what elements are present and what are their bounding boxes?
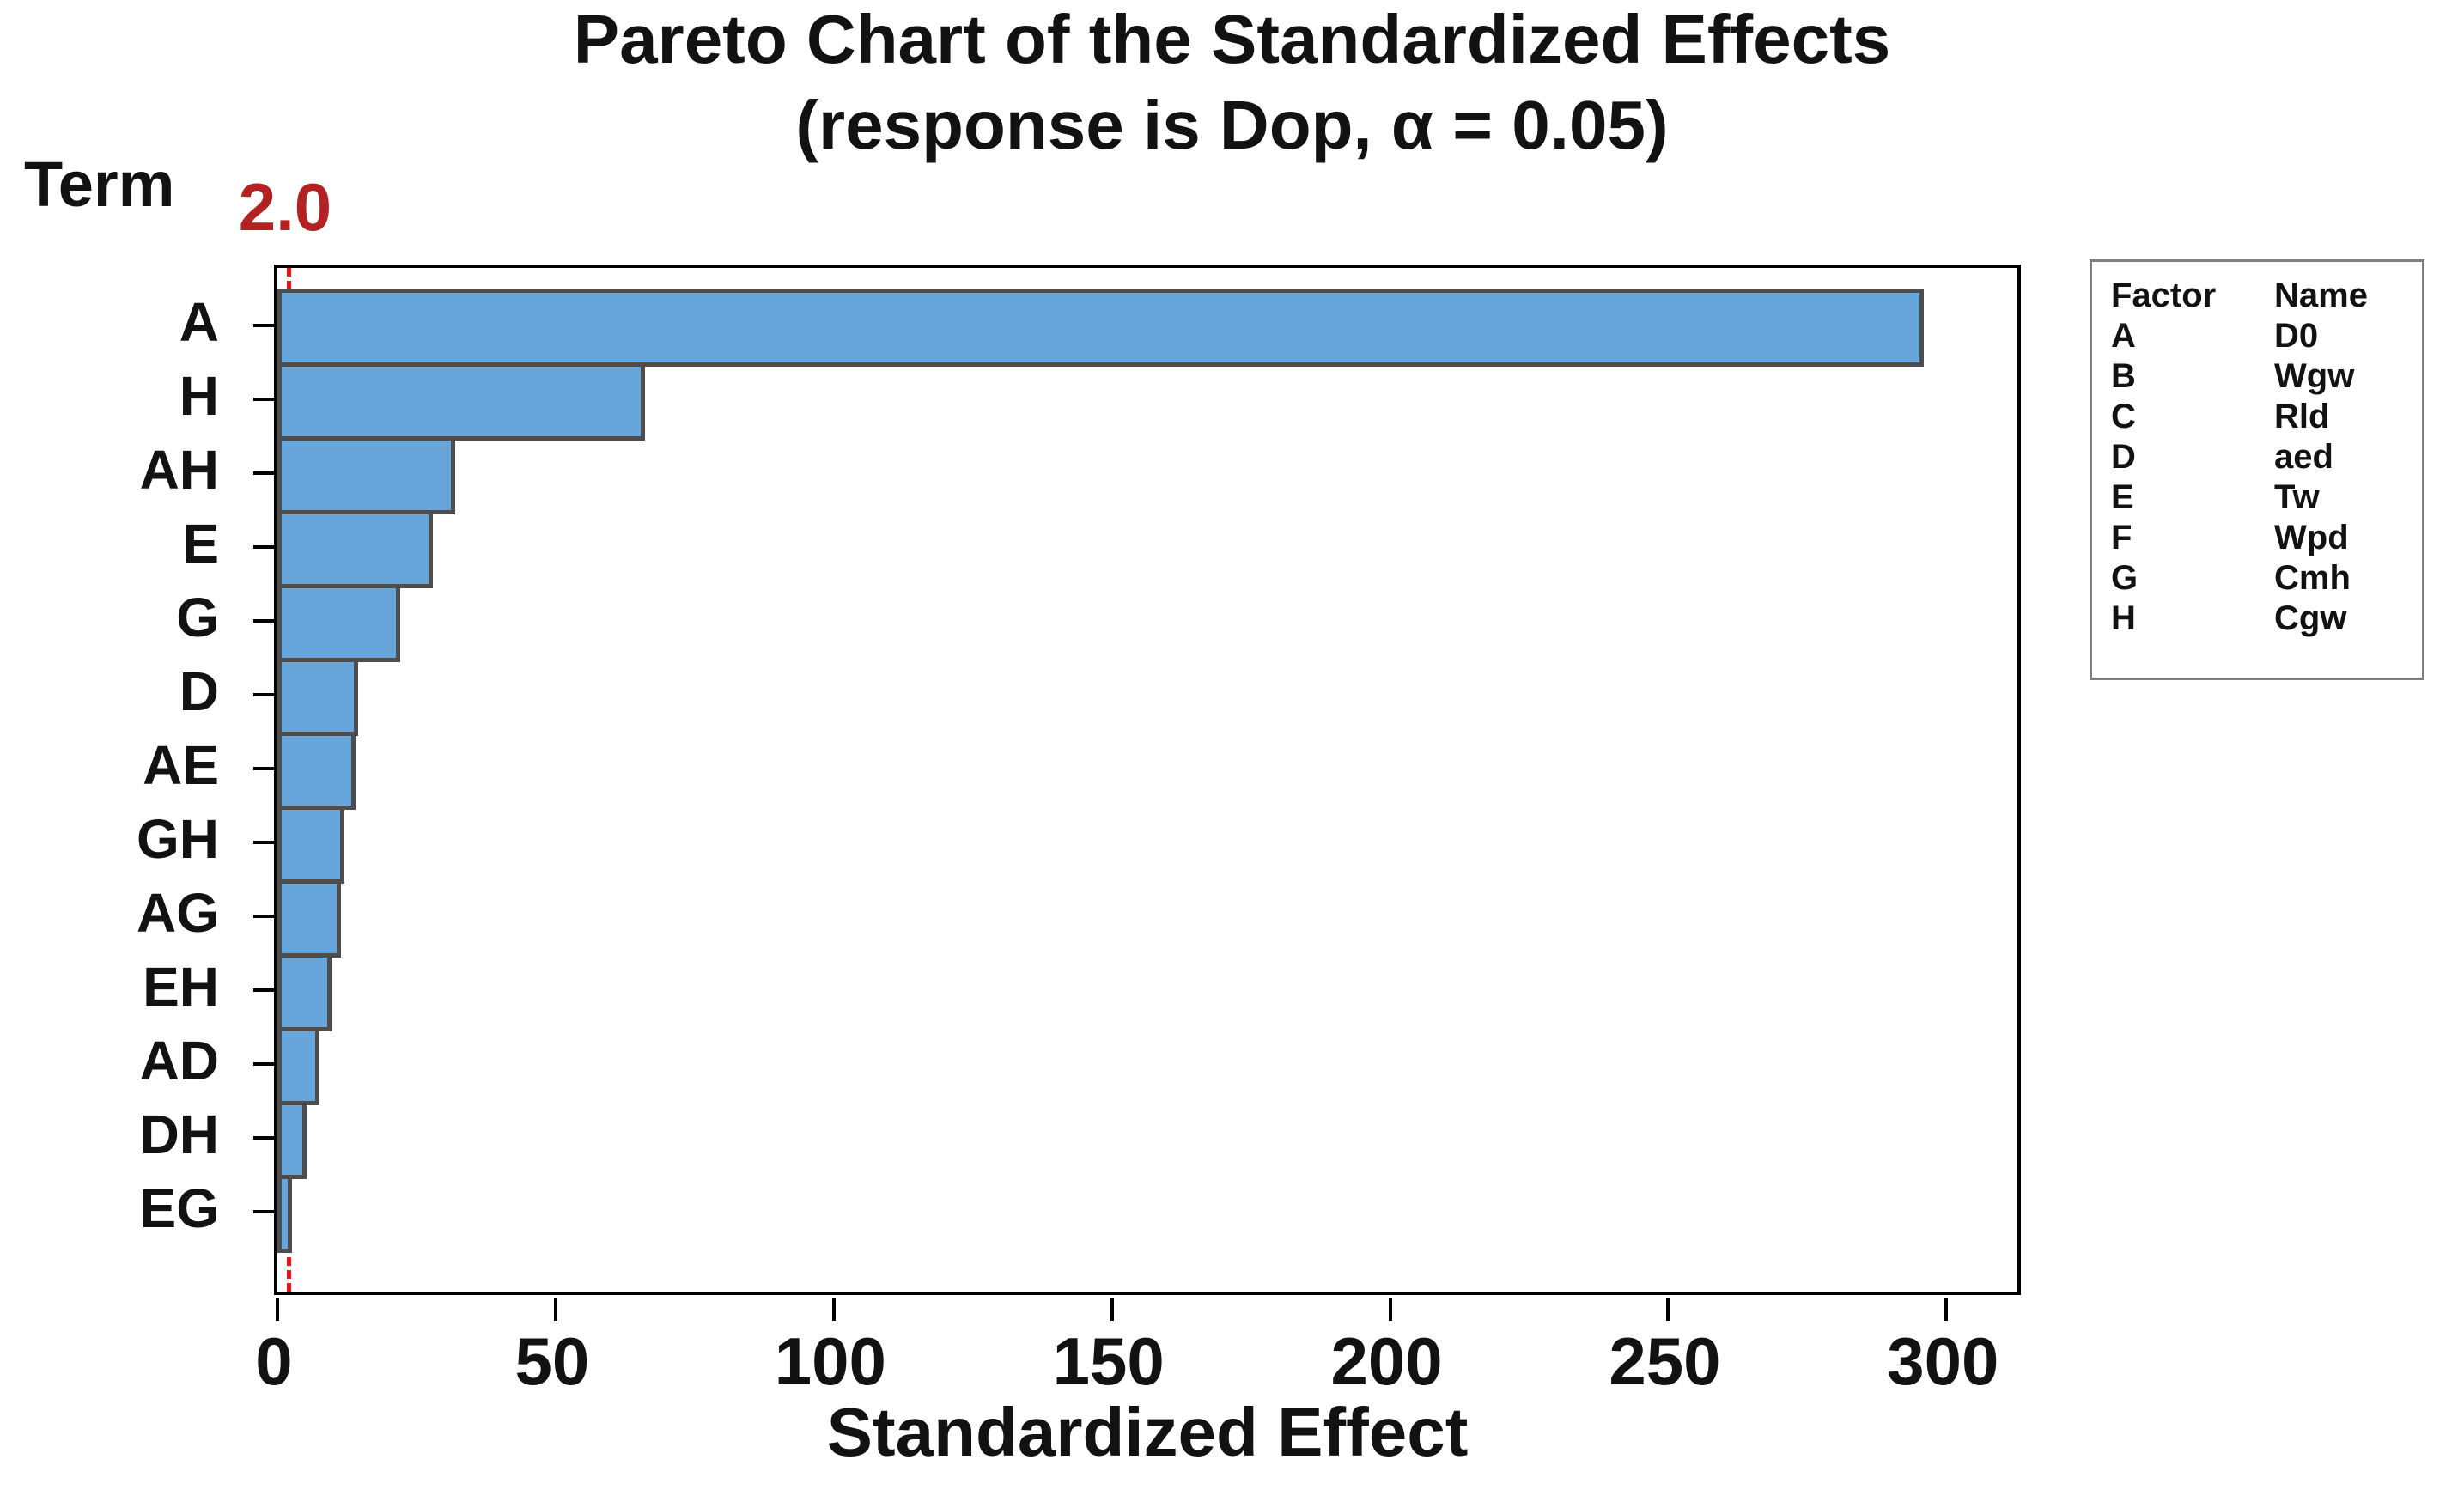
chart-title: Pareto Chart of the Standardized Effects	[573, 1, 1891, 77]
legend-factor: D	[2111, 438, 2136, 476]
x-tick-50	[553, 1298, 557, 1321]
x-label-50: 50	[514, 1323, 590, 1399]
x-label-200: 200	[1330, 1323, 1443, 1399]
y-label-AE: AE	[143, 734, 219, 796]
chart-subtitle: (response is Dop, α = 0.05)	[795, 87, 1669, 163]
bar-E	[277, 510, 434, 588]
bar-AE	[277, 732, 356, 810]
bar-EG	[277, 1175, 292, 1253]
x-tick-250	[1666, 1298, 1670, 1321]
legend-row-F: F Wpd	[2111, 518, 2413, 558]
plot-area	[253, 265, 2021, 1321]
bar-AH	[277, 436, 456, 514]
y-label-EH: EH	[143, 956, 219, 1018]
bar-EH	[277, 953, 332, 1031]
reference-line-label: 2.0	[238, 169, 332, 245]
legend-factor: C	[2111, 398, 2136, 435]
y-label-EG: EG	[139, 1177, 219, 1239]
x-label-150: 150	[1052, 1323, 1165, 1399]
y-tick-A	[253, 324, 274, 327]
y-label-AH: AH	[139, 439, 219, 501]
y-tick-AH	[253, 471, 274, 475]
y-tick-EG	[253, 1210, 274, 1213]
x-tick-150	[1110, 1298, 1114, 1321]
x-axis-title: Standardized Effect	[826, 1394, 1469, 1470]
y-tick-H	[253, 398, 274, 401]
legend-factor: H	[2111, 599, 2136, 637]
legend-row-E: E Tw	[2111, 477, 2413, 518]
legend-name: Tw	[2274, 478, 2320, 516]
y-tick-G	[253, 619, 274, 623]
bar-AD	[277, 1027, 320, 1105]
x-tick-100	[831, 1298, 836, 1321]
legend-name: aed	[2274, 438, 2333, 476]
y-tick-DH	[253, 1136, 274, 1140]
legend-name: Wgw	[2274, 357, 2355, 395]
legend-header-factor: Factor	[2111, 277, 2217, 314]
y-label-D: D	[179, 660, 219, 722]
legend-factor: G	[2111, 559, 2139, 597]
y-label-E: E	[182, 513, 219, 575]
y-label-AG: AG	[137, 882, 219, 944]
legend-row-H: H Cgw	[2111, 599, 2413, 639]
y-tick-AE	[253, 767, 274, 770]
y-tick-AD	[253, 1062, 274, 1066]
y-label-G: G	[176, 587, 219, 648]
legend-factor: A	[2111, 317, 2136, 355]
legend-row-A: A D0	[2111, 316, 2413, 356]
legend-name: Cmh	[2274, 559, 2351, 597]
legend-name: Rld	[2274, 398, 2330, 435]
y-tick-E	[253, 545, 274, 549]
x-tick-0	[276, 1298, 279, 1321]
legend-factor: E	[2111, 478, 2134, 516]
y-label-H: H	[179, 365, 219, 427]
x-label-0: 0	[255, 1323, 293, 1399]
bar-D	[277, 658, 358, 736]
bar-H	[277, 362, 645, 441]
y-label-A: A	[179, 291, 219, 353]
legend-header-name: Name	[2274, 277, 2368, 314]
y-label-DH: DH	[139, 1104, 219, 1165]
bar-G	[277, 584, 400, 662]
y-label-GH: GH	[137, 808, 219, 870]
legend-name: Cgw	[2274, 599, 2347, 637]
legend-row-G: G Cmh	[2111, 558, 2413, 599]
bar-DH	[277, 1101, 307, 1179]
x-tick-200	[1388, 1298, 1392, 1321]
legend-factor: B	[2111, 357, 2136, 395]
y-tick-GH	[253, 841, 274, 844]
bar-GH	[277, 806, 344, 884]
y-axis-title: Term	[24, 149, 175, 220]
x-label-300: 300	[1887, 1323, 1999, 1399]
bar-A	[277, 289, 1925, 367]
legend-factor: F	[2111, 519, 2132, 556]
y-label-AD: AD	[139, 1030, 219, 1092]
legend-header-row: Factor Name	[2111, 276, 2413, 316]
legend-row-C: C Rld	[2111, 397, 2413, 437]
legend-row-B: B Wgw	[2111, 356, 2413, 397]
bar-AG	[277, 879, 342, 958]
legend-name: Wpd	[2274, 519, 2349, 556]
legend-name: D0	[2274, 317, 2319, 355]
x-label-250: 250	[1609, 1323, 1721, 1399]
y-tick-EH	[253, 988, 274, 992]
x-tick-300	[1944, 1298, 1949, 1321]
y-tick-D	[253, 693, 274, 696]
y-tick-AG	[253, 915, 274, 918]
x-label-100: 100	[774, 1323, 886, 1399]
